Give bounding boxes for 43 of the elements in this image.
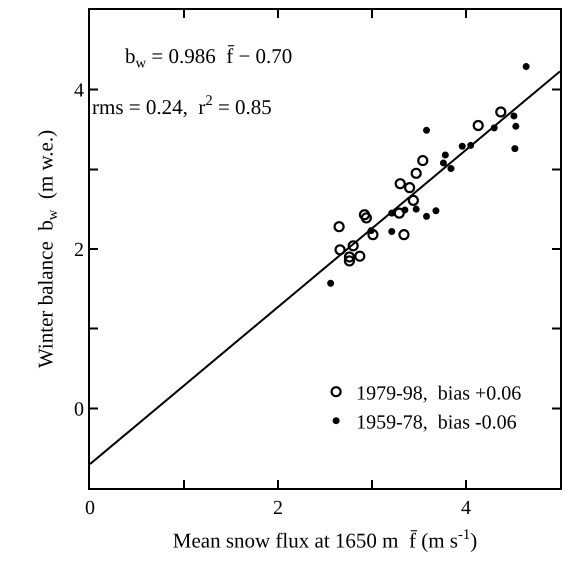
- point: [423, 212, 430, 220]
- point: [522, 63, 530, 70]
- point: [354, 250, 366, 262]
- annotation: b$_{w}$ = 0.986 f̄ − 0.70: [125, 44, 292, 72]
- point: [495, 106, 506, 118]
- point: [472, 120, 484, 132]
- point: [412, 206, 420, 213]
- point: [367, 229, 379, 240]
- annotation: rms = 0.24, r$^{2}$ = 0.85: [92, 93, 272, 119]
- point: [334, 244, 346, 256]
- point: [512, 122, 520, 130]
- point: [334, 221, 345, 232]
- x-axis-title: Mean snow flux at 1650 m f̄ (m s$^{-1}$): [172, 526, 478, 553]
- point: [388, 228, 396, 235]
- y-tick-label: 2: [74, 239, 84, 261]
- point: [442, 151, 449, 158]
- point: [360, 212, 372, 224]
- point: [344, 255, 356, 267]
- legend-label: 1959-78, bias -0.06: [356, 412, 517, 434]
- x-tick-label: 4: [461, 497, 471, 519]
- x-tick-label: 2: [273, 497, 283, 519]
- point: [432, 207, 440, 214]
- point: [408, 194, 419, 206]
- point: [458, 142, 466, 150]
- y-tick-label: 4: [74, 80, 84, 102]
- point: [510, 112, 518, 120]
- point: [417, 154, 428, 166]
- legend-label: 1979-98, bias +0.06: [356, 382, 522, 404]
- point: [344, 251, 356, 263]
- point: [327, 280, 334, 287]
- point: [358, 209, 370, 220]
- point: [423, 126, 430, 134]
- point: [401, 206, 408, 214]
- y-tick-label: 0: [74, 398, 84, 420]
- point: [348, 240, 359, 252]
- point: [410, 168, 422, 179]
- point: [404, 182, 416, 194]
- point: [511, 145, 518, 152]
- point: [398, 229, 410, 240]
- point: [394, 208, 405, 219]
- point: [447, 165, 454, 172]
- point: [394, 178, 406, 190]
- point: [440, 159, 447, 166]
